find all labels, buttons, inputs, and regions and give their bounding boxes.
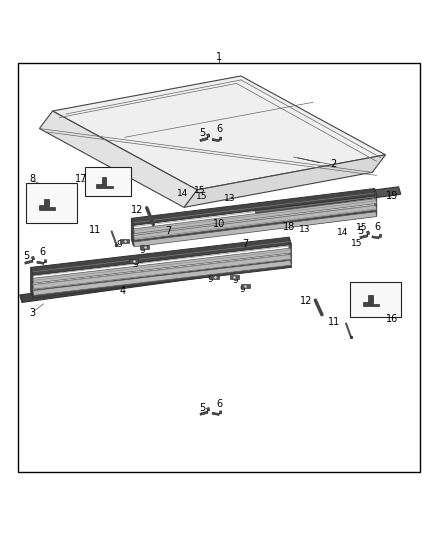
Text: 5: 5 (357, 225, 363, 236)
Bar (230, 276, 239, 279)
Text: 15: 15 (196, 192, 207, 201)
Text: 19: 19 (386, 191, 398, 201)
Polygon shape (184, 155, 385, 207)
Polygon shape (134, 199, 377, 233)
Text: 18: 18 (283, 222, 295, 232)
Text: 9: 9 (117, 240, 123, 249)
Bar (120, 239, 129, 243)
Text: 14: 14 (337, 228, 348, 237)
Text: 6: 6 (374, 222, 381, 232)
Bar (350, 282, 401, 317)
Polygon shape (131, 219, 134, 246)
Polygon shape (20, 268, 226, 302)
Text: 9: 9 (207, 274, 213, 284)
Polygon shape (200, 408, 210, 415)
Text: 4: 4 (120, 286, 126, 296)
Polygon shape (25, 256, 35, 264)
Polygon shape (96, 177, 113, 188)
Text: 1: 1 (216, 52, 222, 62)
Text: 5: 5 (199, 128, 205, 139)
Text: 7: 7 (242, 239, 248, 249)
Text: 9: 9 (139, 246, 145, 255)
Polygon shape (254, 187, 401, 214)
Polygon shape (33, 260, 291, 295)
Text: 5: 5 (199, 402, 205, 413)
Bar (210, 274, 219, 279)
Polygon shape (33, 248, 291, 283)
Text: 11: 11 (328, 317, 340, 327)
Polygon shape (372, 234, 382, 239)
Text: 6: 6 (39, 247, 45, 257)
Polygon shape (31, 268, 33, 298)
Text: 9: 9 (132, 260, 138, 269)
Polygon shape (289, 237, 291, 268)
Polygon shape (31, 237, 291, 275)
Text: 13: 13 (224, 193, 236, 203)
Polygon shape (360, 231, 370, 239)
Bar (129, 259, 138, 263)
Polygon shape (53, 76, 385, 190)
Bar (140, 245, 149, 249)
Text: 5: 5 (23, 251, 29, 261)
Polygon shape (39, 199, 55, 209)
Polygon shape (33, 254, 291, 289)
Text: 17: 17 (75, 174, 87, 184)
Polygon shape (134, 212, 377, 247)
Text: 2: 2 (330, 159, 336, 168)
Polygon shape (363, 295, 379, 306)
Text: 8: 8 (30, 174, 36, 184)
Text: 9: 9 (232, 277, 238, 286)
Text: 16: 16 (386, 314, 398, 324)
Polygon shape (131, 189, 377, 225)
Polygon shape (31, 260, 291, 298)
Polygon shape (131, 209, 377, 246)
Polygon shape (134, 205, 377, 240)
Text: 7: 7 (166, 227, 172, 237)
Text: 15: 15 (194, 186, 205, 195)
Text: 11: 11 (89, 225, 102, 235)
Text: 15: 15 (351, 239, 363, 248)
Text: 12: 12 (300, 296, 313, 305)
Bar (26, 183, 77, 223)
Polygon shape (200, 134, 210, 142)
Polygon shape (374, 189, 377, 216)
Text: 13: 13 (299, 225, 310, 234)
Text: 9: 9 (240, 285, 246, 294)
Text: 15: 15 (356, 223, 367, 231)
Text: 3: 3 (30, 309, 36, 318)
Text: 10: 10 (213, 219, 225, 229)
Text: 14: 14 (177, 189, 189, 198)
Bar (241, 284, 250, 288)
Text: 6: 6 (216, 124, 222, 134)
Text: 12: 12 (131, 205, 143, 215)
Polygon shape (37, 260, 47, 264)
Bar (85, 167, 131, 197)
Polygon shape (212, 411, 222, 415)
Text: 6: 6 (216, 399, 222, 409)
Polygon shape (39, 111, 197, 207)
Polygon shape (212, 137, 222, 142)
